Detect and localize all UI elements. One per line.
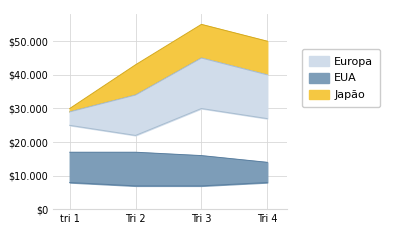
Legend: Europa, EUA, Japão: Europa, EUA, Japão: [301, 49, 379, 107]
